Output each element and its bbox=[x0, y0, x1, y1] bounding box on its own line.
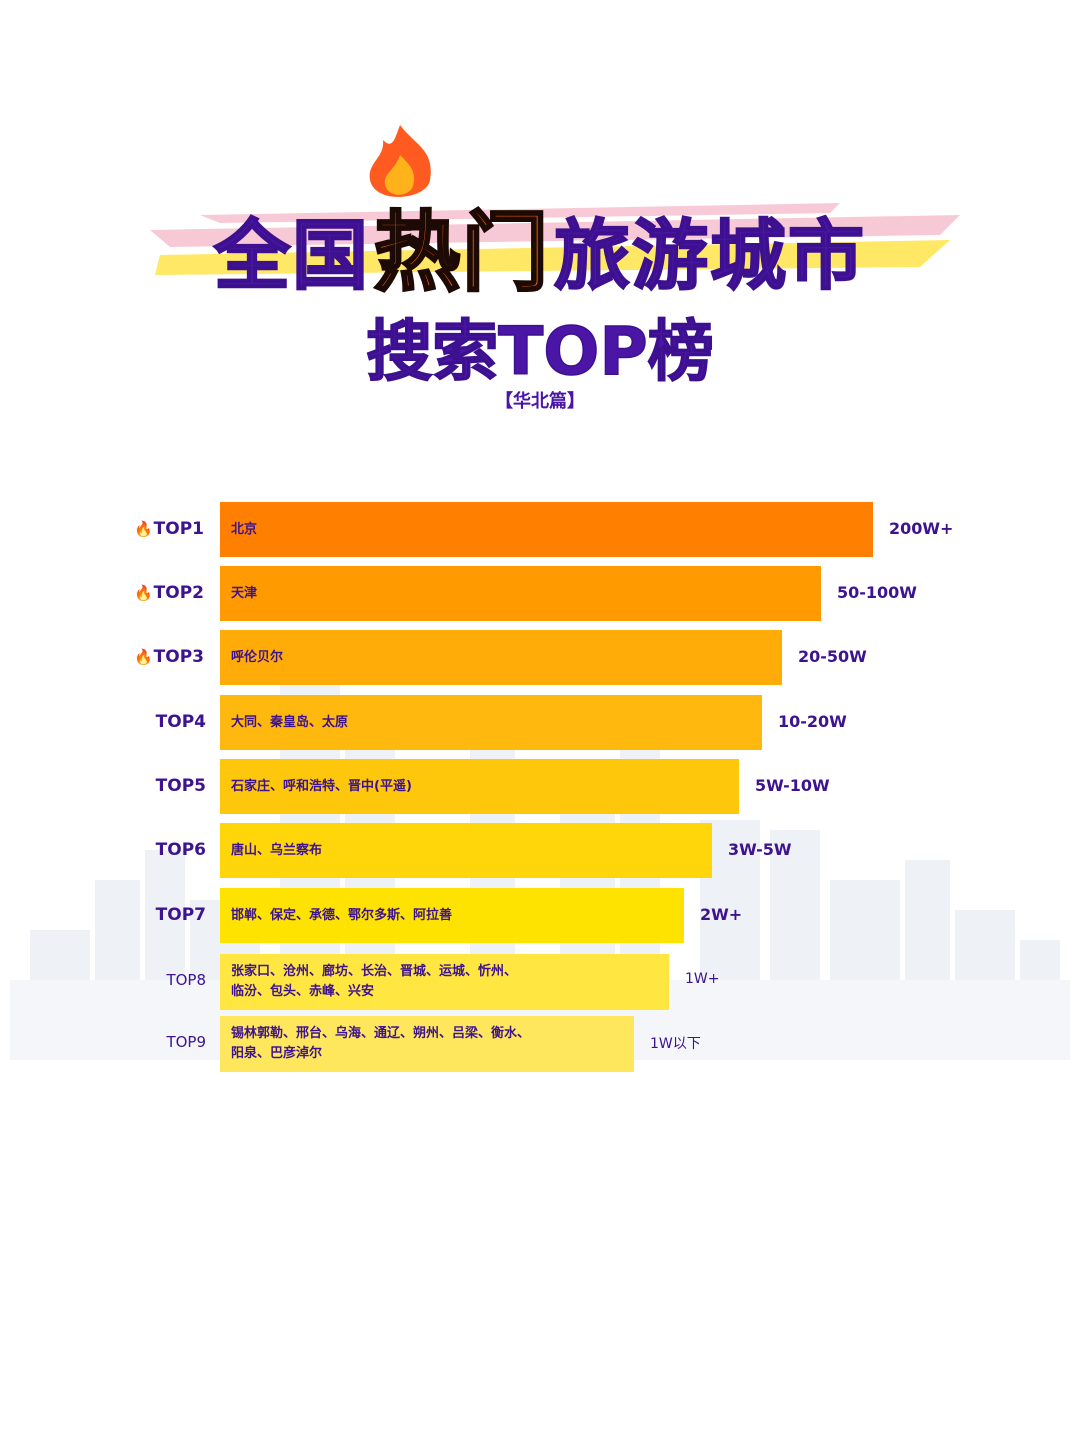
rank-label-7: TOP7 bbox=[120, 905, 206, 925]
rank-label-1: 🔥TOP1 bbox=[118, 519, 204, 539]
rank-label-6: TOP6 bbox=[120, 840, 206, 860]
bar-1: 北京 bbox=[220, 502, 873, 557]
value-label-3: 20-50W bbox=[798, 646, 867, 666]
rank-label-9: TOP9 bbox=[120, 1033, 206, 1051]
rank-text: TOP3 bbox=[153, 646, 204, 667]
title-part-2: 旅游城市 bbox=[553, 210, 866, 301]
bar-5: 石家庄、呼和浩特、晋中(平遥) bbox=[220, 759, 739, 814]
rank-label-8: TOP8 bbox=[120, 971, 206, 989]
bar-city-list: 大同、秦皇岛、太原 bbox=[231, 714, 349, 730]
rank-text: TOP2 bbox=[153, 582, 204, 603]
rank-text: TOP6 bbox=[155, 839, 206, 860]
bar-city-list: 张家口、沧州、廊坊、长治、晋城、运城、忻州、 临汾、包头、赤峰、兴安 bbox=[231, 964, 518, 999]
region-tag: 【华北篇】 bbox=[495, 391, 585, 412]
title-hot-word: 热门 bbox=[373, 202, 550, 305]
bar-city-list: 锡林郭勒、邢台、乌海、通辽、朔州、吕梁、衡水、 阳泉、巴彦淖尔 bbox=[231, 1026, 531, 1061]
value-label-7: 2W+ bbox=[700, 904, 743, 924]
value-label-6: 3W-5W bbox=[728, 839, 792, 859]
value-label-2: 50-100W bbox=[837, 582, 917, 602]
bar-4: 大同、秦皇岛、太原 bbox=[220, 695, 762, 750]
bar-3: 呼伦贝尔 bbox=[220, 630, 782, 685]
bar-8: 张家口、沧州、廊坊、长治、晋城、运城、忻州、 临汾、包头、赤峰、兴安 bbox=[220, 954, 669, 1010]
rank-text: TOP8 bbox=[166, 971, 206, 989]
value-label-4: 10-20W bbox=[778, 711, 847, 731]
value-label-1: 200W+ bbox=[889, 518, 954, 538]
rank-label-3: 🔥TOP3 bbox=[118, 647, 204, 667]
bar-7: 邯郸、保定、承德、鄂尔多斯、阿拉善 bbox=[220, 888, 684, 943]
rank-label-4: TOP4 bbox=[120, 712, 206, 732]
subtitle: 搜索TOP榜 bbox=[366, 312, 715, 391]
bar-city-list: 唐山、乌兰察布 bbox=[231, 842, 323, 858]
rank-text: TOP7 bbox=[155, 904, 206, 925]
rank-text: TOP4 bbox=[155, 711, 206, 732]
bar-6: 唐山、乌兰察布 bbox=[220, 823, 712, 878]
value-label-9: 1W以下 bbox=[650, 1036, 701, 1052]
bar-city-list: 天津 bbox=[231, 585, 258, 601]
rank-text: TOP9 bbox=[166, 1033, 206, 1051]
rank-text: TOP1 bbox=[153, 518, 204, 539]
value-label-8: 1W+ bbox=[685, 971, 720, 987]
rank-label-2: 🔥TOP2 bbox=[118, 583, 204, 603]
title-part-1: 全国 bbox=[213, 210, 370, 301]
bar-2: 天津 bbox=[220, 566, 821, 621]
flame-icon bbox=[369, 125, 431, 197]
bar-city-list: 邯郸、保定、承德、鄂尔多斯、阿拉善 bbox=[231, 907, 453, 923]
rank-label-5: TOP5 bbox=[120, 776, 206, 796]
bar-9: 锡林郭勒、邢台、乌海、通辽、朔州、吕梁、衡水、 阳泉、巴彦淖尔 bbox=[220, 1016, 634, 1072]
fire-icon: 🔥 bbox=[133, 583, 153, 602]
value-label-5: 5W-10W bbox=[755, 775, 830, 795]
rank-text: TOP5 bbox=[155, 775, 206, 796]
fire-icon: 🔥 bbox=[133, 647, 153, 666]
main-title: 全国热门旅游城市 bbox=[0, 182, 1080, 307]
fire-icon: 🔥 bbox=[133, 519, 153, 538]
bar-city-list: 石家庄、呼和浩特、晋中(平遥) bbox=[231, 778, 412, 794]
brush-stroke-decoration bbox=[150, 203, 960, 275]
bar-city-list: 呼伦贝尔 bbox=[231, 649, 284, 665]
bar-city-list: 北京 bbox=[231, 521, 258, 537]
